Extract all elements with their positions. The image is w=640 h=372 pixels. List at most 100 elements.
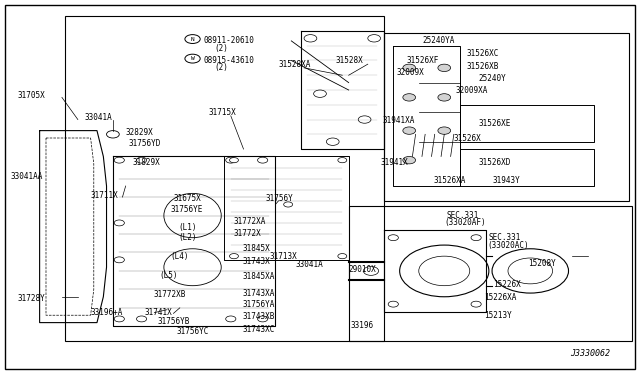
Text: 31528XA: 31528XA [278,60,311,69]
Text: 31772XA: 31772XA [234,217,266,225]
Circle shape [314,90,326,97]
Text: 31526XF: 31526XF [406,56,438,65]
Circle shape [403,64,415,71]
Text: N: N [191,36,195,42]
Text: 31845XA: 31845XA [243,272,275,280]
Text: 15226XA: 15226XA [484,293,516,302]
Text: 32829X: 32829X [125,128,154,137]
Text: 33041A: 33041A [296,260,324,269]
Circle shape [136,157,147,163]
Text: 31528X: 31528X [336,56,364,65]
Circle shape [257,157,268,163]
Circle shape [304,35,317,42]
Text: 33196+A: 33196+A [91,308,123,317]
Circle shape [403,157,415,164]
Circle shape [226,316,236,322]
Circle shape [106,131,119,138]
Text: 31675X: 31675X [173,194,201,203]
Bar [349,206,632,341]
Text: 31715X: 31715X [209,108,236,117]
Circle shape [257,316,268,322]
Circle shape [403,127,415,134]
Text: 31756YB: 31756YB [157,317,190,326]
Circle shape [358,116,371,123]
Circle shape [230,254,239,259]
Text: 29010X: 29010X [349,264,376,273]
Text: W: W [191,56,195,61]
Text: 31743XA: 31743XA [243,289,275,298]
Text: 31728Y: 31728Y [17,294,45,303]
Circle shape [338,158,347,163]
Text: 32009X: 32009X [396,68,424,77]
Text: 25240Y: 25240Y [478,74,506,83]
Text: 31526XE: 31526XE [478,119,511,128]
Text: 31526XB: 31526XB [467,61,499,71]
Circle shape [388,235,398,241]
Circle shape [364,266,379,275]
Text: 08915-43610: 08915-43610 [204,56,254,65]
Circle shape [114,220,124,226]
Text: (33020AC): (33020AC) [487,241,529,250]
Text: SEC.331: SEC.331 [489,233,521,242]
Text: 31743XB: 31743XB [243,312,275,321]
Text: 31772X: 31772X [234,230,262,238]
Text: J3330062: J3330062 [570,350,610,359]
Text: 31772XB: 31772XB [153,291,186,299]
Text: 15208Y: 15208Y [528,259,556,268]
Text: 31941XA: 31941XA [383,116,415,125]
Text: 31756Y: 31756Y [266,195,294,203]
Circle shape [438,64,451,71]
Bar [65,16,384,341]
Text: 31713X: 31713X [269,251,297,261]
Text: 31943Y: 31943Y [492,176,520,185]
Text: 31526XD: 31526XD [478,157,511,167]
Text: 32009XA: 32009XA [455,86,488,94]
Text: (2): (2) [215,63,228,72]
Circle shape [403,94,415,101]
Circle shape [368,35,381,42]
Text: 31756YC: 31756YC [177,327,209,336]
Circle shape [226,157,236,163]
Circle shape [114,257,124,263]
Text: (L1): (L1) [179,223,197,232]
Circle shape [326,138,339,145]
Text: (L5): (L5) [159,271,178,280]
Circle shape [114,316,124,322]
Text: (L4): (L4) [170,252,189,262]
Text: 31741X: 31741X [145,308,173,317]
Circle shape [230,158,239,163]
Text: 31705X: 31705X [17,91,45,100]
Text: 31743XC: 31743XC [243,326,275,334]
Text: 31526XC: 31526XC [467,49,499,58]
Text: 31526X: 31526X [454,134,481,143]
Text: 08911-20610: 08911-20610 [204,36,254,45]
Text: 15226X: 15226X [493,280,521,289]
Text: 33041AA: 33041AA [11,172,44,181]
Circle shape [338,254,347,259]
Text: 31756YE: 31756YE [170,205,203,215]
Text: 31829X: 31829X [132,157,160,167]
Text: 31756YA: 31756YA [243,300,275,310]
Circle shape [471,301,481,307]
Text: 31526XA: 31526XA [433,176,466,185]
Text: 25240YA: 25240YA [422,36,454,45]
Text: (2): (2) [215,44,228,53]
Text: 33196: 33196 [351,321,374,330]
Text: (33020AF): (33020AF) [444,218,486,227]
Circle shape [438,94,451,101]
Text: 15213Y: 15213Y [484,311,512,320]
Text: 31711X: 31711X [91,191,118,200]
Text: 31756YD: 31756YD [129,139,161,148]
Text: SEC.331: SEC.331 [446,211,479,220]
Circle shape [114,157,124,163]
Bar [384,33,629,201]
Text: 33041A: 33041A [84,113,112,122]
Text: (L2): (L2) [179,233,197,242]
Circle shape [438,127,451,134]
Text: 31743X: 31743X [243,257,270,266]
Circle shape [284,202,292,207]
Text: 31845X: 31845X [243,244,270,253]
Text: 31941X: 31941X [381,157,408,167]
Circle shape [136,316,147,322]
Circle shape [388,301,398,307]
